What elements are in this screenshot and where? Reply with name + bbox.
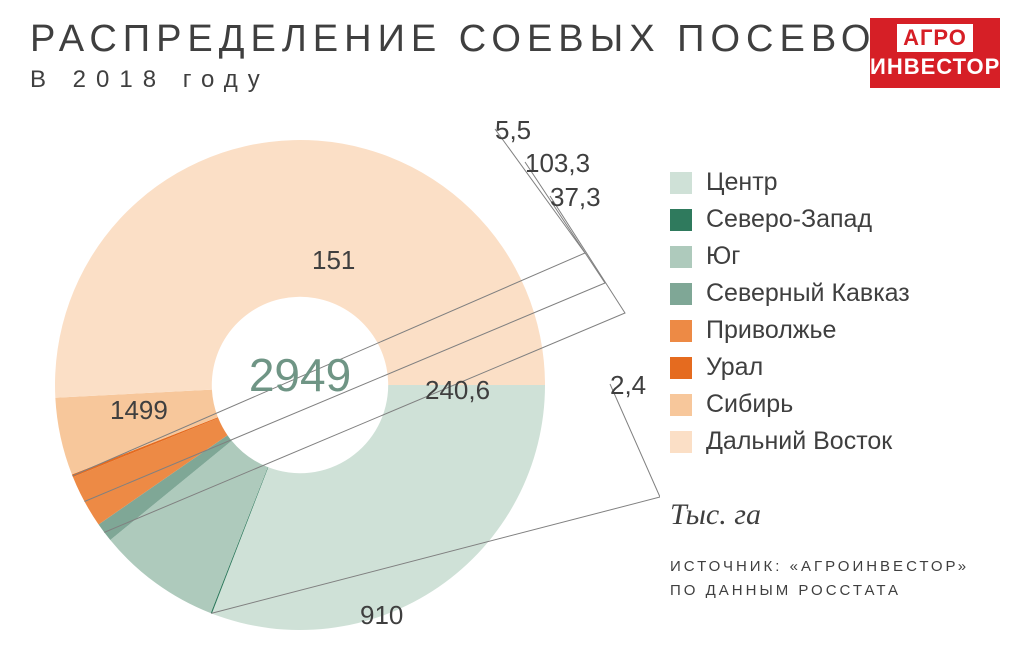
brand-logo-line2: ИНВЕСТОР	[870, 54, 1000, 80]
slice-value-volga: 103,3	[525, 148, 590, 179]
slice-value-south: 240,6	[425, 375, 490, 406]
slice-value-northwest: 2,4	[610, 370, 646, 401]
legend-swatch-ncaucasus	[670, 283, 692, 305]
slice-value-center: 910	[360, 600, 403, 631]
slice-value-ncaucasus: 37,3	[550, 182, 601, 213]
legend-label-siberia: Сибирь	[706, 390, 793, 419]
source-text: ИСТОЧНИК: «АГРОИНВЕСТОР» ПО ДАННЫМ РОССТ…	[670, 555, 969, 603]
page: РАСПРЕДЕЛЕНИЕ СОЕВЫХ ПОСЕВОВ В 2018 году…	[0, 0, 1024, 667]
donut-chart: 2949 9102,4240,637,3103,35,51511499	[40, 115, 560, 635]
source-line-2: ПО ДАННЫМ РОССТАТА	[670, 579, 969, 603]
legend-item-volga: Приволжье	[670, 316, 1000, 345]
legend-swatch-center	[670, 172, 692, 194]
legend: Центр Северо-Запад Юг Северный Кавказ Привол…	[670, 168, 1000, 464]
legend-swatch-south	[670, 246, 692, 268]
legend-swatch-northwest	[670, 209, 692, 231]
brand-logo: АГРО ИНВЕСТОР	[870, 18, 1000, 88]
legend-label-fareast: Дальний Восток	[706, 427, 892, 456]
legend-label-ncaucasus: Северный Кавказ	[706, 279, 910, 308]
slice-value-fareast: 1499	[110, 395, 168, 426]
legend-item-fareast: Дальний Восток	[670, 427, 1000, 456]
legend-swatch-siberia	[670, 394, 692, 416]
legend-swatch-fareast	[670, 431, 692, 453]
legend-swatch-volga	[670, 320, 692, 342]
legend-label-volga: Приволжье	[706, 316, 836, 345]
page-title: РАСПРЕДЕЛЕНИЕ СОЕВЫХ ПОСЕВОВ	[30, 18, 908, 61]
page-subtitle: В 2018 году	[30, 66, 270, 94]
donut-slice-center	[212, 385, 545, 630]
legend-item-center: Центр	[670, 168, 1000, 197]
legend-label-south: Юг	[706, 242, 740, 271]
legend-item-ural: Урал	[670, 353, 1000, 382]
brand-logo-line1: АГРО	[897, 24, 973, 52]
source-line-1: ИСТОЧНИК: «АГРОИНВЕСТОР»	[670, 555, 969, 579]
legend-swatch-ural	[670, 357, 692, 379]
unit-label: Тыс. га	[670, 498, 761, 532]
legend-item-ncaucasus: Северный Кавказ	[670, 279, 1000, 308]
legend-label-ural: Урал	[706, 353, 763, 382]
legend-label-northwest: Северо-Запад	[706, 205, 872, 234]
legend-item-siberia: Сибирь	[670, 390, 1000, 419]
donut-slice-fareast	[55, 140, 545, 398]
legend-label-center: Центр	[706, 168, 778, 197]
slice-value-ural: 5,5	[495, 115, 531, 146]
slice-value-siberia: 151	[312, 245, 355, 276]
legend-item-south: Юг	[670, 242, 1000, 271]
legend-item-northwest: Северо-Запад	[670, 205, 1000, 234]
